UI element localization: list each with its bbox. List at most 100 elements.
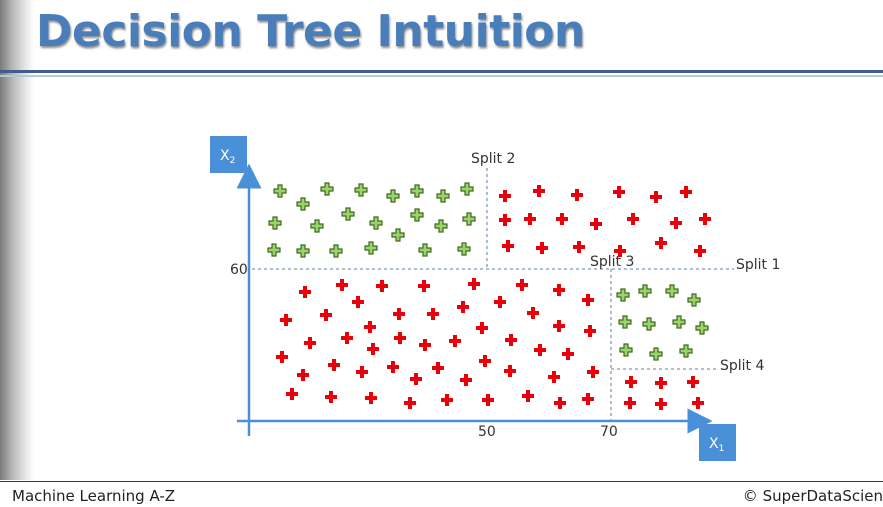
red-plus-marker xyxy=(670,217,682,229)
red-plus-marker xyxy=(562,348,574,360)
red-plus-marker xyxy=(527,307,539,319)
red-plus-marker xyxy=(573,241,585,253)
green-plus-marker xyxy=(462,212,476,226)
red-plus-marker xyxy=(325,391,337,403)
red-plus-marker xyxy=(692,397,704,409)
red-plus-marker xyxy=(499,214,511,226)
red-plus-marker xyxy=(286,388,298,400)
red-plus-marker xyxy=(613,186,625,198)
green-plus-marker xyxy=(418,243,432,257)
red-plus-marker xyxy=(554,397,566,409)
green-plus-marker xyxy=(665,284,679,298)
y-axis-label-box xyxy=(210,136,247,173)
red-plus-marker xyxy=(494,296,506,308)
data-points xyxy=(267,182,711,410)
green-plus-marker xyxy=(341,207,355,221)
green-plus-marker xyxy=(679,344,693,358)
red-plus-marker xyxy=(655,377,667,389)
red-plus-marker xyxy=(280,314,292,326)
red-plus-marker xyxy=(627,213,639,225)
red-plus-marker xyxy=(655,237,667,249)
y-axis-label: X2 xyxy=(220,148,235,166)
red-plus-marker xyxy=(582,393,594,405)
green-plus-marker xyxy=(616,288,630,302)
red-plus-marker xyxy=(449,335,461,347)
green-plus-marker xyxy=(354,183,368,197)
red-plus-marker xyxy=(364,321,376,333)
red-plus-marker xyxy=(571,189,583,201)
green-plus-marker xyxy=(638,284,652,298)
tick-70-label: 70 xyxy=(600,424,618,440)
red-plus-marker xyxy=(376,280,388,292)
red-plus-marker xyxy=(393,308,405,320)
red-plus-marker xyxy=(304,337,316,349)
red-plus-marker xyxy=(502,240,514,252)
title-divider-light xyxy=(0,75,883,77)
red-plus-marker xyxy=(320,309,332,321)
red-plus-marker xyxy=(582,294,594,306)
green-plus-marker xyxy=(369,216,383,230)
green-plus-marker xyxy=(268,216,282,230)
red-plus-marker xyxy=(625,376,637,388)
red-plus-marker xyxy=(536,242,548,254)
red-plus-marker xyxy=(587,366,599,378)
red-plus-marker xyxy=(457,301,469,313)
red-plus-marker xyxy=(553,320,565,332)
red-plus-marker xyxy=(548,371,560,383)
red-plus-marker xyxy=(341,332,353,344)
green-plus-marker xyxy=(267,243,281,257)
footer-divider xyxy=(0,481,883,482)
red-plus-marker xyxy=(482,394,494,406)
red-plus-marker xyxy=(432,362,444,374)
green-plus-marker xyxy=(296,244,310,258)
split-4-label: Split 4 xyxy=(720,358,764,374)
red-plus-marker xyxy=(441,394,453,406)
red-plus-marker xyxy=(504,365,516,377)
green-plus-marker xyxy=(687,293,701,307)
red-plus-marker xyxy=(534,344,546,356)
red-plus-marker xyxy=(505,334,517,346)
red-plus-marker xyxy=(680,186,692,198)
red-plus-marker xyxy=(624,397,636,409)
red-plus-marker xyxy=(553,284,565,296)
green-plus-marker xyxy=(434,219,448,233)
red-plus-marker xyxy=(404,397,416,409)
red-plus-marker xyxy=(427,308,439,320)
tick-50-label: 50 xyxy=(478,424,496,440)
footer-copyright: © SuperDataScien xyxy=(742,487,883,505)
red-plus-marker xyxy=(687,376,699,388)
footer-course-name: Machine Learning A-Z xyxy=(12,487,176,505)
green-plus-marker xyxy=(618,315,632,329)
green-plus-marker xyxy=(273,184,287,198)
red-plus-marker xyxy=(614,245,626,257)
title-divider xyxy=(0,70,883,73)
x-axis-label: X1 xyxy=(709,436,724,454)
green-plus-marker xyxy=(642,317,656,331)
red-plus-marker xyxy=(299,286,311,298)
green-plus-marker xyxy=(436,189,450,203)
green-plus-marker xyxy=(320,182,334,196)
slide-title: Decision Tree Intuition xyxy=(36,6,585,57)
red-plus-marker xyxy=(590,218,602,230)
red-plus-marker xyxy=(468,278,480,290)
green-plus-marker xyxy=(386,189,400,203)
red-plus-marker xyxy=(297,369,309,381)
red-plus-marker xyxy=(699,213,711,225)
red-plus-marker xyxy=(460,374,472,386)
split-3-label: Split 3 xyxy=(590,254,634,270)
red-plus-marker xyxy=(276,351,288,363)
green-plus-marker xyxy=(410,184,424,198)
red-plus-marker xyxy=(584,325,596,337)
decision-tree-diagram: X2 X1 Split 2 Split 3 Split 1 Split 4 60… xyxy=(210,136,780,461)
red-plus-marker xyxy=(499,190,511,202)
red-plus-marker xyxy=(387,361,399,373)
green-plus-marker xyxy=(672,315,686,329)
red-plus-marker xyxy=(694,245,706,257)
x-axis-label-box xyxy=(699,424,736,461)
red-plus-marker xyxy=(533,185,545,197)
red-plus-marker xyxy=(476,322,488,334)
tick-60-label: 60 xyxy=(230,262,248,278)
red-plus-marker xyxy=(522,390,534,402)
green-plus-marker xyxy=(329,244,343,258)
green-plus-marker xyxy=(695,321,709,335)
